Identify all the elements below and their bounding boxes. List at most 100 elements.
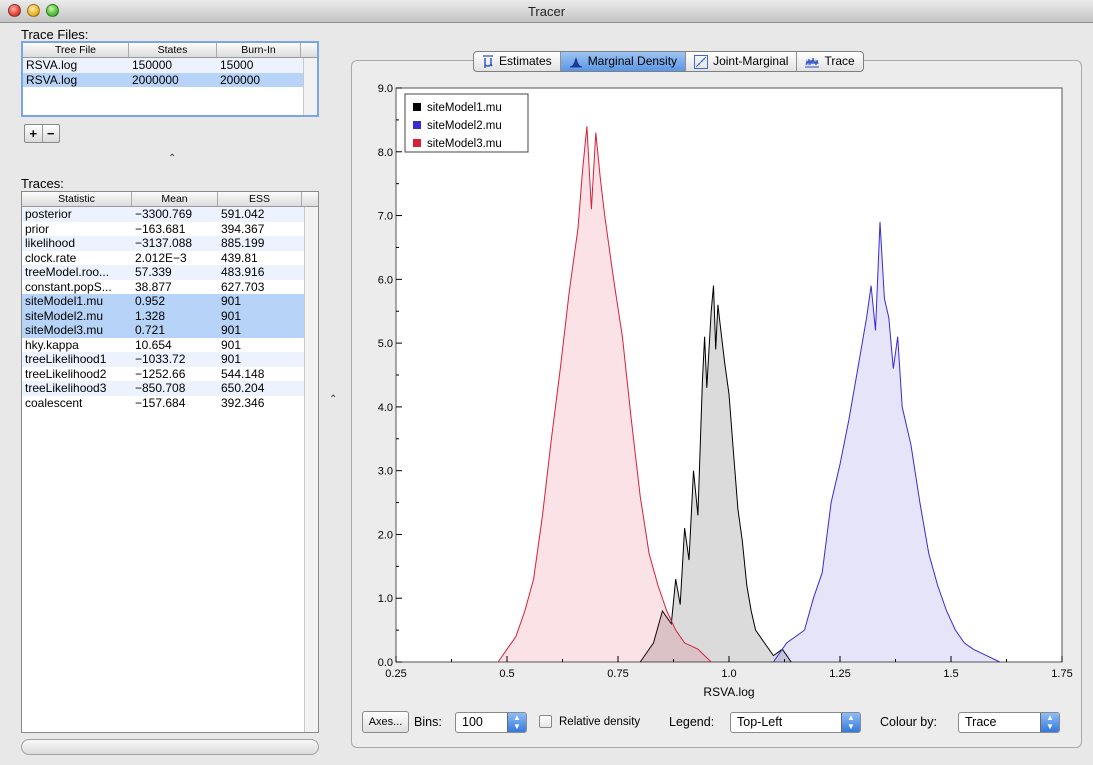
file-burnin[interactable]: 200000: [220, 72, 261, 87]
zoom-window-button[interactable]: [46, 4, 59, 17]
relative-density-checkbox[interactable]: [539, 715, 552, 728]
file-name: RSVA.log: [26, 72, 78, 87]
trace-mean: 57.339: [135, 265, 172, 279]
minimize-window-button[interactable]: [27, 4, 40, 17]
axes-button[interactable]: Axes...: [362, 711, 409, 733]
trace-ess: 901: [221, 294, 242, 308]
trace-row[interactable]: clock.rate 2.012E−3 439.81: [22, 251, 318, 266]
column-tree-file[interactable]: Tree File: [23, 43, 129, 57]
bins-value: 100: [462, 715, 483, 729]
tab-estimates[interactable]: Estimates: [474, 52, 561, 71]
trace-statistic: coalescent: [25, 395, 83, 410]
trace-icon: [805, 57, 820, 67]
trace-files-table[interactable]: Tree File States Burn-In RSVA.log 150000…: [21, 41, 319, 117]
trace-row[interactable]: treeLikelihood3 −850.708 650.204: [22, 381, 318, 396]
trace-mean: 0.721: [135, 323, 166, 337]
tab-joint-marginal[interactable]: Joint-Marginal: [686, 52, 798, 71]
column-states[interactable]: States: [129, 43, 217, 57]
traces-header: Statistic Mean ESS: [22, 192, 318, 207]
window-title: Tracer: [527, 4, 566, 19]
trace-ess: 901: [221, 323, 242, 337]
trace-ess: 901: [221, 352, 242, 366]
trace-mean: 38.877: [135, 279, 172, 294]
trace-statistic: siteModel3.mu: [25, 323, 104, 337]
trace-ess: 392.346: [221, 395, 265, 410]
trace-row[interactable]: siteModel2.mu 1.328 901: [22, 308, 318, 323]
trace-ess: 650.204: [221, 381, 265, 395]
trace-file-row[interactable]: RSVA.log 150000 15000: [23, 58, 317, 73]
add-file-button[interactable]: +: [25, 125, 43, 142]
trace-row[interactable]: treeLikelihood2 −1252.66 544.148: [22, 367, 318, 382]
trace-file-row[interactable]: RSVA.log 2000000 200000: [23, 72, 317, 87]
trace-statistic: prior: [25, 221, 50, 236]
trace-ess: 483.916: [221, 265, 265, 279]
relative-density-label: Relative density: [559, 716, 641, 728]
trace-ess: 901: [221, 308, 242, 323]
close-window-button[interactable]: [8, 4, 21, 17]
legend-value: Top-Left: [737, 715, 783, 729]
tab-trace[interactable]: Trace: [797, 52, 862, 71]
column-burn-in[interactable]: Burn-In: [217, 43, 301, 57]
bins-label: Bins:: [414, 715, 442, 729]
column-mean[interactable]: Mean: [132, 192, 218, 206]
file-burnin[interactable]: 15000: [220, 58, 254, 72]
trace-files-scrollbar[interactable]: [303, 58, 317, 115]
trace-statistic: posterior: [25, 207, 72, 221]
trace-row[interactable]: coalescent −157.684 392.346: [22, 396, 318, 411]
trace-statistic: hky.kappa: [25, 337, 79, 352]
trace-ess: 591.042: [221, 207, 265, 221]
trace-row[interactable]: posterior −3300.769 591.042: [22, 207, 318, 222]
chevron-updown-icon: ▲ ▼: [1040, 713, 1059, 732]
trace-statistic: treeLikelihood1: [25, 352, 107, 366]
trace-mean: 0.952: [135, 294, 166, 308]
trace-statistic: clock.rate: [25, 250, 77, 265]
trace-row[interactable]: siteModel1.mu 0.952 901: [22, 294, 318, 309]
tab-marginal-density-label: Marginal Density: [587, 54, 678, 68]
trace-row[interactable]: treeModel.roo... 57.339 483.916: [22, 265, 318, 280]
traces-label: Traces:: [21, 176, 64, 191]
file-states: 2000000: [132, 72, 179, 87]
title-bar: Tracer: [0, 0, 1093, 23]
trace-files-header: Tree File States Burn-In: [23, 43, 317, 58]
trace-statistic: treeLikelihood3: [25, 381, 107, 395]
traces-scrollbar[interactable]: [304, 207, 318, 732]
column-statistic[interactable]: Statistic: [22, 192, 132, 206]
trace-row[interactable]: constant.popS... 38.877 627.703: [22, 280, 318, 295]
trace-row[interactable]: likelihood −3137.088 885.199: [22, 236, 318, 251]
trace-mean: −1033.72: [135, 352, 186, 366]
trace-row[interactable]: hky.kappa 10.654 901: [22, 338, 318, 353]
trace-row[interactable]: siteModel3.mu 0.721 901: [22, 323, 318, 338]
trace-mean: −163.681: [135, 221, 186, 236]
trace-statistic: siteModel2.mu: [25, 308, 104, 323]
trace-row[interactable]: treeLikelihood1 −1033.72 901: [22, 352, 318, 367]
chevron-updown-icon: ▲ ▼: [841, 713, 860, 732]
trace-files-label: Trace Files:: [21, 27, 89, 42]
trace-mean: −850.708: [135, 381, 186, 395]
trace-ess: 394.367: [221, 221, 265, 236]
column-ess[interactable]: ESS: [218, 192, 302, 206]
add-remove-buttons: + −: [24, 124, 60, 143]
trace-mean: −1252.66: [135, 366, 186, 381]
file-name: RSVA.log: [26, 58, 78, 72]
trace-statistic: constant.popS...: [25, 279, 112, 294]
mu-icon: [483, 54, 493, 68]
split-caret-up-icon[interactable]: ⌃: [168, 153, 177, 164]
density-icon: [569, 57, 582, 67]
colour-by-select[interactable]: Trace ▲ ▼: [958, 712, 1060, 733]
legend-select[interactable]: Top-Left ▲ ▼: [730, 712, 861, 733]
bins-select[interactable]: 100 ▲ ▼: [455, 712, 527, 733]
traces-table[interactable]: Statistic Mean ESS posterior −3300.769 591…: [21, 191, 319, 733]
trace-statistic: treeModel.roo...: [25, 265, 110, 279]
trace-statistic: treeLikelihood2: [25, 366, 107, 381]
trace-row[interactable]: prior −163.681 394.367: [22, 222, 318, 237]
trace-ess: 901: [221, 337, 242, 352]
tab-marginal-density[interactable]: Marginal Density: [560, 52, 687, 71]
tab-joint-marginal-label: Joint-Marginal: [713, 54, 789, 68]
remove-file-button[interactable]: −: [46, 126, 55, 141]
trace-ess: 627.703: [221, 279, 265, 294]
trace-ess: 439.81: [221, 250, 258, 265]
trace-ess: 885.199: [221, 236, 265, 250]
colour-by-value: Trace: [965, 715, 997, 729]
horizontal-scrollbar[interactable]: [21, 739, 319, 755]
split-caret-left-icon[interactable]: ⌃: [329, 394, 338, 405]
